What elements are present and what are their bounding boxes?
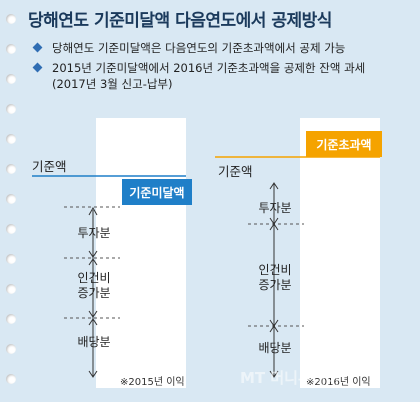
- left-shortfall-label: 기준미달액: [129, 185, 184, 200]
- bullet-list: 당해연도 기준미달액은 다음연도의 기준초과액에서 공제 가능 2015년 기준…: [32, 40, 414, 96]
- watermark-logo: MT 머니투데이: [240, 369, 339, 387]
- bullet-subtext: (2017년 3월 신고-납부): [52, 77, 173, 91]
- right-excess-label: 기준초과액: [316, 137, 371, 152]
- binder-holes: [0, 0, 22, 402]
- left-seg-investment: 투자분: [77, 226, 110, 240]
- left-base-label: 기준액: [32, 159, 67, 174]
- left-seg-labor-1: 인건비: [77, 271, 110, 285]
- bullet-text: 2015년 기준미달액에서 2016년 기준초과액을 공제한 잔액 과세: [52, 61, 366, 75]
- page-title: 당해연도 기준미달액 다음연도에서 공제방식: [28, 11, 332, 31]
- right-seg-labor-2: 증가분: [258, 278, 291, 292]
- left-note: ※2015년 이익: [120, 376, 185, 388]
- right-seg-labor-1: 인건비: [258, 263, 291, 277]
- bullet-item: 당해연도 기준미달액은 다음연도의 기준초과액에서 공제 가능: [32, 40, 414, 56]
- left-seg-dividend: 배당분: [77, 335, 110, 349]
- left-seg-labor-2: 증가분: [77, 286, 110, 300]
- bullet-text: 당해연도 기준미달액은 다음연도의 기준초과액에서 공제 가능: [52, 41, 346, 55]
- right-profit-column: [300, 118, 380, 388]
- right-seg-investment: 투자분: [258, 201, 291, 215]
- right-note: ※2016년 이익: [306, 376, 371, 388]
- bullet-item: 2015년 기준미달액에서 2016년 기준초과액을 공제한 잔액 과세 (20…: [32, 60, 414, 92]
- right-seg-dividend: 배당분: [258, 341, 291, 355]
- left-profit-column: [96, 118, 186, 388]
- left-shortfall-box: [122, 179, 192, 205]
- right-excess-box: [306, 131, 382, 157]
- right-base-label: 기준액: [218, 164, 253, 179]
